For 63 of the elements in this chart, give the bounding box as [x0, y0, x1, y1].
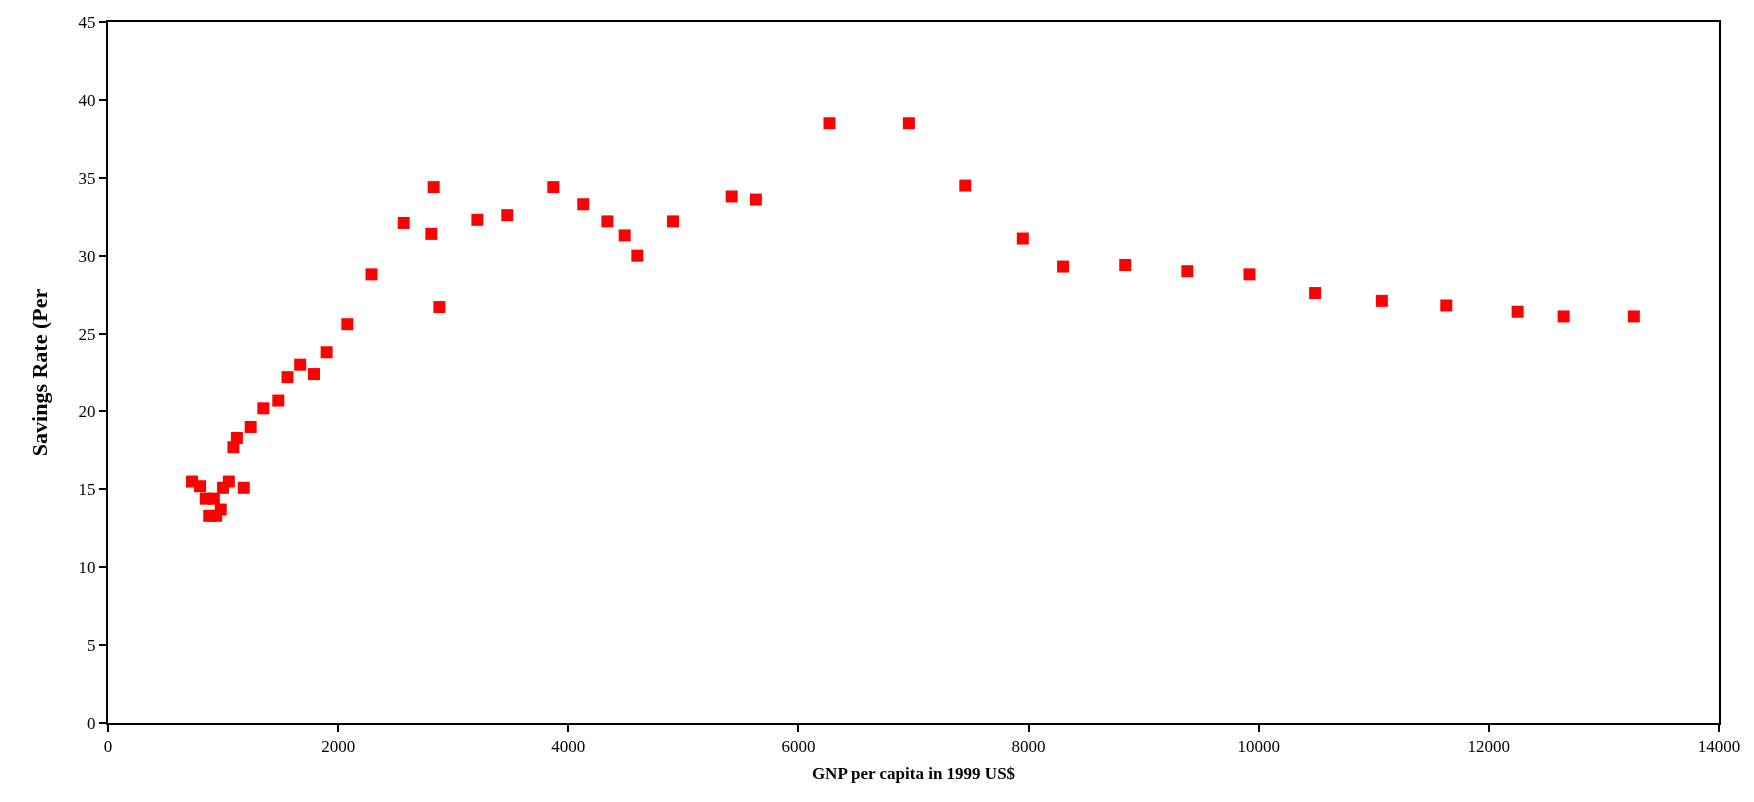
point — [1243, 268, 1256, 281]
point — [207, 492, 220, 505]
point — [397, 216, 410, 229]
point — [194, 480, 207, 493]
point — [365, 268, 378, 281]
x-tick-label: 14000 — [1697, 737, 1741, 757]
point — [425, 227, 438, 240]
point — [749, 193, 762, 206]
point — [281, 371, 294, 384]
point — [427, 181, 440, 194]
y-axis-title: Savings Rate (Per — [26, 288, 52, 457]
point — [1057, 260, 1070, 273]
x-axis-title: GNP per capita in 1999 US$ — [811, 764, 1016, 784]
y-tick-label: 15 — [78, 480, 96, 500]
y-tick-label: 20 — [78, 402, 96, 422]
x-tick-label: 6000 — [781, 737, 816, 757]
point — [222, 475, 235, 488]
point — [1557, 310, 1570, 323]
x-tick-label: 10000 — [1237, 737, 1280, 757]
point — [501, 209, 514, 222]
point — [1511, 305, 1524, 318]
point — [1181, 265, 1194, 278]
y-tick-label: 40 — [78, 90, 96, 110]
y-tick-label: 25 — [78, 324, 96, 344]
point — [307, 368, 320, 381]
y-tick-label: 30 — [78, 246, 96, 266]
y-tick-label: 0 — [87, 713, 96, 733]
point — [1440, 299, 1453, 312]
x-tick-label: 12000 — [1467, 737, 1511, 757]
x-tick-label: 8000 — [1011, 737, 1046, 757]
y-tick-label: 45 — [78, 12, 96, 32]
point — [1119, 259, 1132, 272]
point — [294, 358, 307, 371]
y-tick-label: 5 — [87, 636, 96, 656]
point — [1375, 294, 1388, 307]
point — [1016, 232, 1029, 245]
point — [214, 503, 227, 516]
point — [823, 117, 836, 130]
x-tick-label: 2000 — [321, 737, 356, 757]
point — [237, 481, 250, 494]
x-tick-label: 4000 — [551, 737, 586, 757]
y-tick-label: 10 — [78, 558, 96, 578]
point — [257, 402, 270, 415]
point — [667, 215, 679, 228]
point — [577, 198, 590, 211]
point — [272, 394, 285, 407]
x-tick-label: 0 — [103, 737, 113, 757]
point — [244, 421, 257, 434]
point — [959, 179, 972, 192]
point — [341, 318, 354, 331]
y-tick-label: 35 — [78, 168, 96, 188]
point — [601, 215, 614, 228]
point — [631, 249, 644, 262]
point — [230, 431, 243, 444]
point — [433, 301, 446, 314]
point — [902, 117, 915, 130]
point — [725, 190, 738, 203]
point — [320, 346, 333, 359]
point — [1627, 310, 1640, 323]
point — [547, 181, 560, 194]
point — [1309, 287, 1322, 300]
point — [471, 213, 484, 226]
point — [618, 229, 631, 242]
